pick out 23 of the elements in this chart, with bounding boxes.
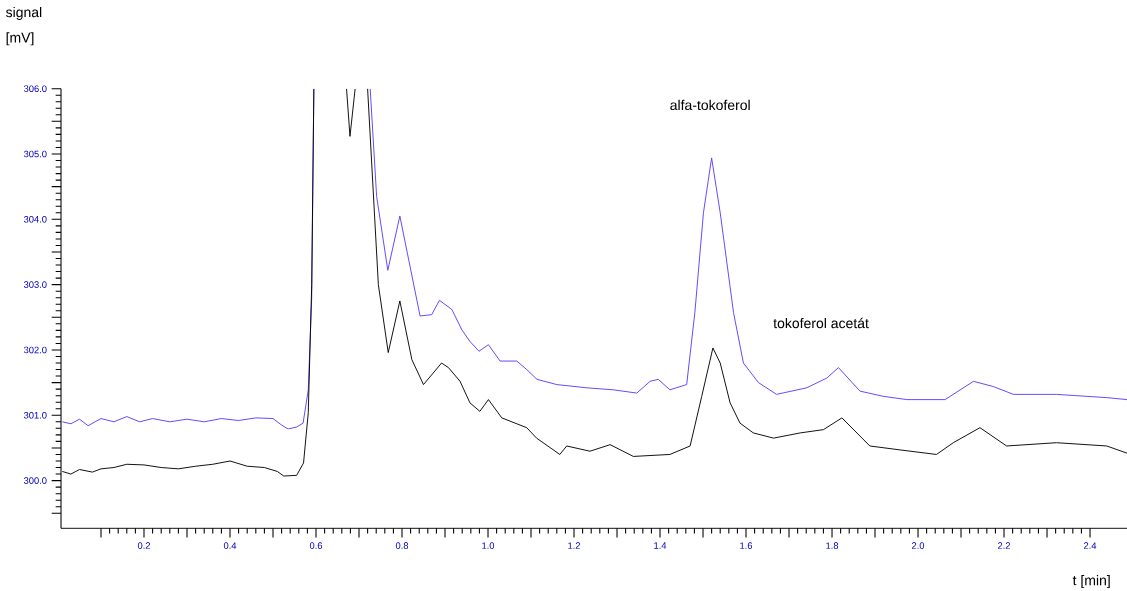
x-tick-label: 2.2 [997, 542, 1011, 549]
y-tick-label: 304.0 [23, 216, 47, 223]
x-tick-label: 2.4 [1083, 542, 1097, 549]
x-tick-label: 0.6 [309, 542, 323, 549]
x-tick-label: 0.2 [137, 542, 151, 549]
y-tick-label: 300.0 [23, 477, 47, 484]
annotation: tokoferol acetát [773, 317, 869, 329]
y-tick-label: 301.0 [23, 411, 47, 419]
x-axis-title: t [min] [1072, 575, 1110, 589]
x-tick-label: 1.2 [568, 542, 581, 549]
x-tick-label: 0.8 [395, 542, 409, 549]
x-tick-label: 0.4 [223, 542, 237, 549]
x-tick-label: 1.6 [740, 542, 753, 549]
x-tick-label: 1.4 [654, 542, 667, 549]
x-tick-label: 1.8 [826, 542, 839, 549]
y-tick-label: 305.0 [23, 150, 47, 158]
y-tick-label: 303.0 [23, 281, 47, 288]
x-tick-label: 1.0 [482, 542, 495, 549]
y-axis-title: signal [mV] [6, 6, 42, 46]
y-tick-label: 306.0 [23, 85, 47, 92]
y-tick-label: 302.0 [23, 346, 47, 354]
annotation: alfa-tokoferol [670, 99, 750, 111]
x-tick-label: 2.0 [911, 542, 925, 549]
